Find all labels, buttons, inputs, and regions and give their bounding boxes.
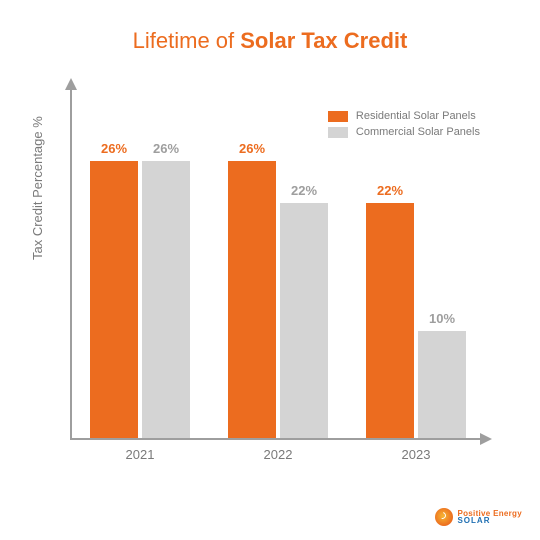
- bar: 26%: [228, 161, 276, 438]
- x-tick-label: 2022: [264, 447, 293, 462]
- legend-label: Residential Solar Panels: [356, 110, 476, 122]
- x-tick-label: 2023: [402, 447, 431, 462]
- chart-title: Lifetime of Solar Tax Credit: [0, 0, 540, 54]
- bar-value-label: 26%: [239, 141, 265, 156]
- bar-value-label: 26%: [153, 141, 179, 156]
- logo-text: Positive Energy SOLAR: [457, 510, 522, 524]
- y-axis-label: Tax Credit Percentage %: [30, 116, 45, 260]
- bar-group: 22%10%: [366, 203, 466, 438]
- legend-swatch: [328, 111, 348, 122]
- plot-area: 26%26%26%22%22%10%: [72, 118, 472, 438]
- bar-group: 26%26%: [90, 161, 190, 438]
- bar-group: 26%22%: [228, 161, 328, 438]
- legend-label: Commercial Solar Panels: [356, 126, 480, 138]
- x-axis: [70, 438, 490, 440]
- legend: Residential Solar Panels Commercial Solar…: [328, 110, 480, 142]
- bar: 10%: [418, 331, 466, 438]
- bar: 26%: [142, 161, 190, 438]
- x-axis-arrow-icon: [480, 433, 492, 445]
- bar-value-label: 22%: [377, 183, 403, 198]
- y-axis-arrow-icon: [65, 78, 77, 90]
- title-prefix: Lifetime of: [133, 28, 241, 53]
- bar-value-label: 10%: [429, 311, 455, 326]
- x-tick-label: 2021: [126, 447, 155, 462]
- bar: 22%: [280, 203, 328, 438]
- legend-swatch: [328, 127, 348, 138]
- bar: 22%: [366, 203, 414, 438]
- brand-logo: Positive Energy SOLAR: [435, 508, 522, 526]
- bar: 26%: [90, 161, 138, 438]
- legend-item: Commercial Solar Panels: [328, 126, 480, 138]
- bar-value-label: 22%: [291, 183, 317, 198]
- bar-value-label: 26%: [101, 141, 127, 156]
- chart-area: Tax Credit Percentage % 26%26%26%22%22%1…: [70, 80, 490, 460]
- logo-line2: SOLAR: [457, 517, 522, 524]
- sun-icon: [435, 508, 453, 526]
- title-bold: Solar Tax Credit: [240, 28, 407, 53]
- legend-item: Residential Solar Panels: [328, 110, 480, 122]
